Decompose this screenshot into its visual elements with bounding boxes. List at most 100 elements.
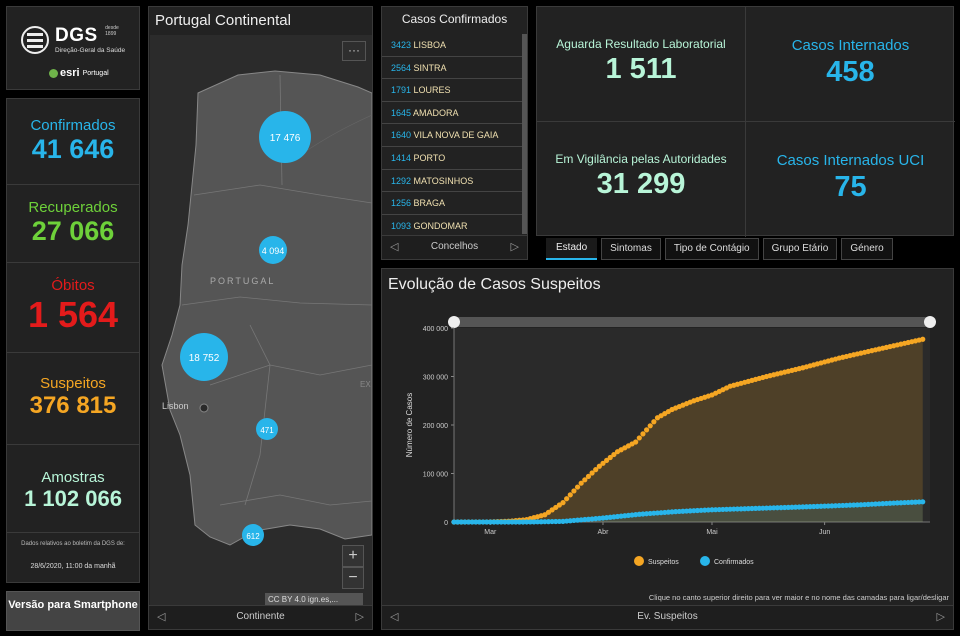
data-point [796, 504, 802, 510]
indicator-internados: Casos Internados 458 [746, 7, 955, 122]
cluster-porto[interactable]: 17 476 [259, 111, 311, 163]
data-point [818, 503, 824, 509]
indicator-value: 1 511 [605, 53, 677, 85]
data-point [542, 519, 548, 525]
cluster-label: 612 [246, 532, 260, 541]
list-item-count: 2564 [391, 62, 412, 73]
data-point [745, 506, 751, 512]
list-item[interactable]: 3423 LISBOA [382, 34, 523, 57]
data-point [814, 503, 820, 509]
data-point [713, 507, 719, 513]
data-point [811, 503, 817, 510]
data-point [847, 502, 853, 508]
cluster-label: 18 752 [189, 353, 220, 364]
data-point [509, 519, 515, 525]
x-tick-label: Mai [706, 529, 718, 536]
data-point [920, 499, 926, 505]
list-scrollbar[interactable] [522, 34, 527, 234]
indicator-label: Aguarda Resultado Laboratorial [556, 37, 726, 51]
data-point [487, 519, 493, 525]
list-item-name: LOURES [413, 85, 451, 96]
data-point [731, 506, 737, 512]
data-point [596, 463, 602, 469]
smartphone-version-button[interactable]: Versão para Smartphone [6, 591, 140, 631]
list-item[interactable]: 1414 PORTO [382, 147, 523, 170]
map-spain-label: EX [360, 380, 371, 389]
list-item[interactable]: 1791 LOURES [382, 79, 523, 102]
list-item-count: 1093 [391, 220, 412, 231]
next-arrow-icon[interactable]: ▷ [510, 241, 519, 253]
data-point [807, 504, 813, 510]
y-tick-label: 100 000 [423, 472, 448, 479]
stat-obitos: Óbitos 1 564 [7, 263, 139, 353]
next-arrow-icon[interactable]: ▷ [355, 611, 364, 623]
list-item-name: AMADORA [413, 107, 459, 118]
data-point [920, 336, 926, 342]
tab-sintomas[interactable]: Sintomas [601, 238, 661, 260]
data-point [465, 519, 472, 525]
chart-svg[interactable]: 0 100 000 200 000 300 000 400 000 Mar Abr Mai Ju… [382, 299, 953, 604]
next-arrow-icon[interactable]: ▷ [936, 611, 945, 623]
legend-marker-confirmados [700, 556, 710, 566]
prev-arrow-icon[interactable]: ◁ [390, 241, 399, 253]
indicator-label: Casos Internados [791, 37, 910, 54]
data-point [633, 439, 639, 445]
data-point [473, 519, 479, 525]
data-point [589, 470, 595, 476]
list-item[interactable]: 1645 AMADORA [382, 102, 523, 125]
list-item[interactable]: 1292 MATOSINHOS [382, 170, 523, 193]
map-more-options-button[interactable]: ··· [342, 41, 366, 61]
data-point [549, 518, 555, 525]
list-item-name: PORTO [413, 152, 446, 163]
indicator-value: 31 299 [596, 168, 686, 200]
cluster-algarve[interactable]: 612 [242, 524, 264, 546]
data-point [643, 427, 650, 433]
data-point [709, 507, 715, 513]
concelhos-list: 3423 LISBOA 2564 SINTRA 1791 LOURES 1645 AM… [382, 34, 523, 238]
tab-genero[interactable]: Género [841, 238, 893, 260]
x-tick-label: Abr [598, 529, 610, 536]
map-title: Portugal Continental [155, 12, 291, 29]
dgs-title: DGS [55, 25, 98, 46]
cluster-label: 17 476 [270, 133, 301, 144]
data-point [458, 519, 464, 525]
map-city-label: Lisbon [162, 401, 189, 411]
data-point [756, 505, 762, 511]
cluster-centro[interactable]: 4 094 [259, 236, 287, 264]
zoom-in-button[interactable]: + [342, 545, 364, 567]
y-axis-label: Número de Casos [405, 393, 414, 457]
list-item[interactable]: 1093 GONDOMAR [382, 215, 523, 238]
tab-estado[interactable]: Estado [546, 238, 598, 260]
list-item[interactable]: 2564 SINTRA [382, 57, 523, 80]
cluster-alentejo[interactable]: 471 [256, 418, 278, 440]
cluster-lisboa[interactable]: 18 752 [180, 333, 228, 381]
esri-logo: esri Portugal [49, 67, 109, 79]
stat-value: 1 102 066 [24, 486, 122, 511]
data-point [480, 519, 486, 525]
stat-label: Suspeitos [40, 375, 106, 392]
prev-arrow-icon[interactable]: ◁ [157, 611, 166, 623]
stat-value: 1 564 [27, 294, 119, 335]
x-tick-label: Jun [819, 529, 830, 536]
data-point [484, 519, 490, 525]
list-item[interactable]: 1256 BRAGA [382, 192, 523, 215]
chart-panel: Evolução de Casos Suspeitos 0 100 000 200 … [381, 268, 954, 630]
list-item[interactable]: 1640 VILA NOVA DE GAIA [382, 124, 523, 147]
indicators-panel: Aguarda Resultado Laboratorial 1 511 Cas… [536, 6, 955, 237]
data-point [836, 502, 842, 509]
series-area-0 [454, 339, 923, 522]
map-attribution[interactable]: CC BY 4.0 ign.es,... [265, 593, 363, 607]
tab-tipo-contagio[interactable]: Tipo de Contágio [664, 238, 759, 260]
esri-globe-icon [49, 68, 58, 78]
map-canvas[interactable]: PORTUGAL EX Lisbon 17 476 4 094 18 752 4… [150, 35, 372, 613]
zoom-out-button[interactable]: − [342, 567, 364, 589]
stat-label: Óbitos [51, 277, 95, 294]
indicator-value: 75 [834, 171, 867, 203]
data-point [738, 506, 744, 512]
dgs-logo-panel: DGS desde 1899 Direção-Geral da Saúde es… [6, 6, 140, 90]
data-point [531, 519, 537, 525]
tab-grupo-etario[interactable]: Grupo Etário [762, 238, 838, 260]
data-point [524, 519, 530, 525]
prev-arrow-icon[interactable]: ◁ [390, 611, 399, 623]
list-item-name: VILA NOVA DE GAIA [413, 130, 499, 141]
